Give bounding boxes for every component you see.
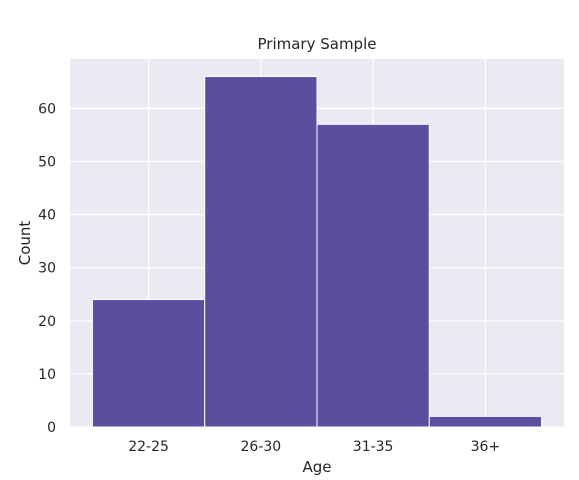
- y-tick-labels: 0 10 20 30 40 50 60: [38, 101, 56, 436]
- y-axis-label: Count: [16, 221, 34, 266]
- x-tick-label: 26-30: [241, 439, 282, 455]
- bars: [91, 76, 543, 428]
- x-tick-label: 36+: [471, 439, 501, 455]
- y-tick-label: 40: [38, 208, 56, 224]
- y-tick-label: 30: [38, 261, 56, 277]
- bar-26-30: [204, 76, 318, 428]
- y-tick-label: 0: [47, 420, 56, 436]
- y-tick-label: 60: [38, 101, 56, 117]
- bar-22-25: [91, 299, 206, 428]
- bar-36+: [428, 415, 543, 428]
- x-tick-label: 31-35: [353, 439, 394, 455]
- chart-title: Primary Sample: [258, 35, 377, 53]
- x-tick-label: 22-25: [128, 439, 169, 455]
- y-tick-label: 20: [38, 314, 56, 330]
- y-tick-label: 10: [38, 367, 56, 383]
- bar-31-35: [316, 123, 430, 428]
- x-axis-label: Age: [302, 458, 331, 476]
- x-tick-labels: 22-25 26-30 31-35 36+: [128, 439, 500, 455]
- y-tick-label: 50: [38, 154, 56, 170]
